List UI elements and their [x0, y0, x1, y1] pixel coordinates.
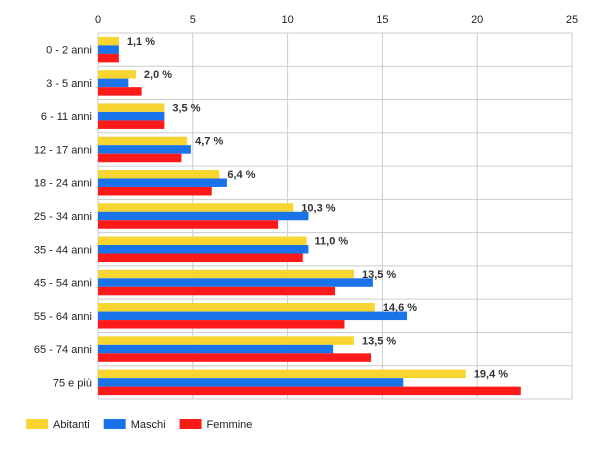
legend-swatch-maschi — [103, 419, 126, 429]
x-tick-label: 25 — [566, 14, 578, 26]
bar-maschi-0 — [98, 45, 119, 54]
bar-abitanti-7 — [98, 269, 354, 279]
data-label: 14,6 % — [383, 302, 417, 314]
bar-femmine-3 — [98, 153, 182, 163]
bar-abitanti-10 — [98, 369, 466, 379]
bar-femmine-10 — [98, 386, 521, 396]
x-tick-label: 0 — [95, 14, 101, 26]
category-label: 55 - 64 anni — [34, 311, 92, 323]
x-axis-ticks: 0 5 10 15 20 25 — [95, 14, 578, 26]
bar-femmine-7 — [98, 286, 335, 296]
data-label: 19,4 % — [474, 369, 508, 381]
data-label: 13,5 % — [362, 335, 396, 347]
data-labels: 1,1 % 2,0 % 3,5 % 4,7 % 6,4 % 10,3 % 11,0 % 13,… — [127, 36, 508, 381]
legend-swatch-femmine — [179, 419, 202, 429]
grid-lines — [97, 32, 573, 400]
bar-abitanti-2 — [98, 103, 165, 112]
data-label: 3,5 % — [172, 102, 200, 114]
bar-abitanti-3 — [98, 136, 188, 146]
bar-maschi-1 — [98, 78, 129, 88]
category-label: 3 - 5 anni — [46, 78, 92, 90]
bar-abitanti-9 — [98, 336, 354, 345]
bar-abitanti-0 — [98, 36, 119, 46]
bar-abitanti-4 — [98, 169, 220, 179]
legend-swatch-abitanti — [26, 419, 48, 429]
bar-abitanti-8 — [98, 303, 375, 312]
bar-femmine-6 — [98, 253, 303, 263]
bar-femmine-1 — [98, 87, 142, 96]
x-tick-label: 10 — [281, 14, 293, 26]
bars — [98, 36, 521, 396]
bar-maschi-7 — [98, 278, 373, 287]
data-label: 1,1 % — [127, 36, 155, 48]
category-label: 6 - 11 anni — [41, 111, 92, 123]
data-label: 2,0 % — [144, 69, 172, 81]
bar-maschi-6 — [98, 245, 309, 254]
bar-femmine-8 — [98, 320, 345, 329]
category-label: 25 - 34 anni — [34, 211, 92, 223]
legend-label-abitanti: Abitanti — [53, 419, 90, 431]
bar-femmine-5 — [98, 220, 279, 229]
bar-femmine-4 — [98, 186, 212, 196]
bar-abitanti-6 — [98, 236, 307, 246]
legend-label-maschi: Maschi — [131, 419, 166, 431]
data-label: 11,0 % — [315, 236, 349, 248]
bar-abitanti-5 — [98, 203, 294, 212]
bar-maschi-10 — [98, 378, 404, 387]
bar-maschi-3 — [98, 145, 191, 154]
x-tick-label: 15 — [376, 14, 388, 26]
bar-femmine-2 — [98, 120, 165, 129]
data-label: 13,5 % — [362, 269, 396, 281]
bar-femmine-0 — [98, 53, 119, 63]
category-label: 75 e più — [53, 377, 92, 389]
category-label: 12 - 17 anni — [34, 144, 92, 156]
bar-maschi-2 — [98, 111, 165, 121]
bar-maschi-5 — [98, 211, 309, 221]
legend: Abitanti Maschi Femmine — [26, 419, 252, 431]
category-label: 0 - 2 anni — [46, 45, 92, 57]
bar-maschi-8 — [98, 311, 408, 321]
data-label: 4,7 % — [195, 136, 223, 148]
data-label: 10,3 % — [301, 202, 335, 214]
bar-maschi-4 — [98, 178, 227, 187]
x-tick-label: 20 — [471, 14, 483, 26]
data-label: 6,4 % — [227, 169, 255, 181]
bar-femmine-9 — [98, 353, 372, 362]
legend-label-femmine: Femmine — [207, 419, 253, 431]
category-label: 35 - 44 anni — [34, 244, 92, 256]
x-tick-label: 5 — [190, 14, 196, 26]
category-label: 18 - 24 anni — [34, 178, 92, 190]
bar-abitanti-1 — [98, 70, 136, 79]
bar-maschi-9 — [98, 344, 334, 354]
category-label: 45 - 54 anni — [34, 278, 92, 290]
category-label: 65 - 74 anni — [34, 344, 92, 356]
category-labels: 0 - 2 anni 3 - 5 anni 6 - 11 anni 12 - 17 a… — [34, 45, 92, 390]
